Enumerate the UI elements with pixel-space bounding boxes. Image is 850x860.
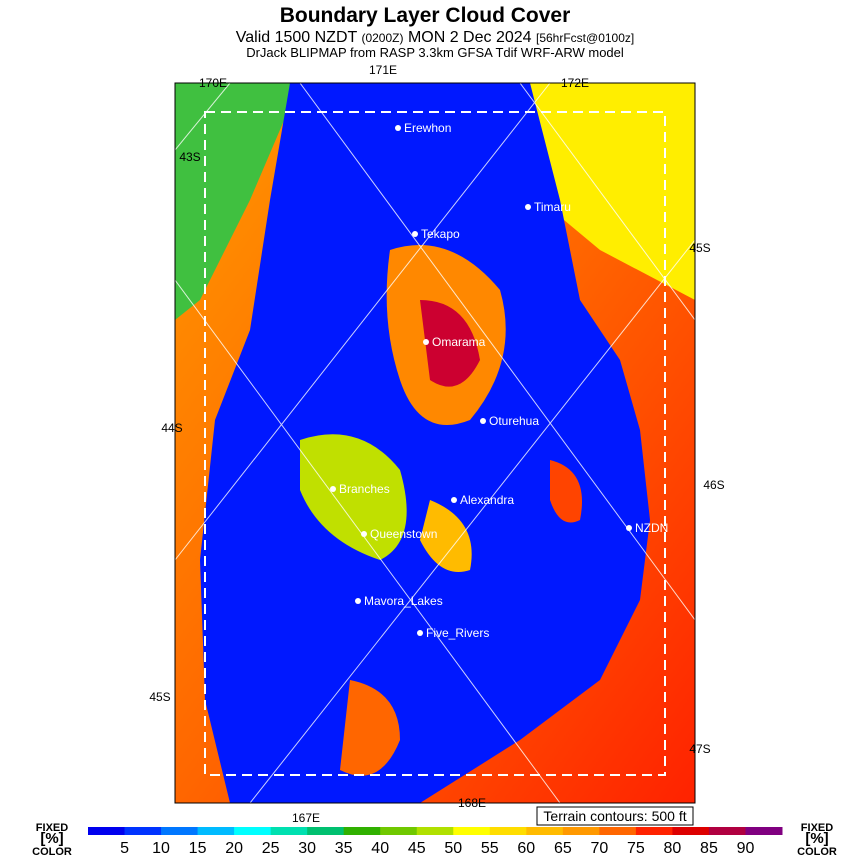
- model: DrJack BLIPMAP from RASP 3.3km GFSA Tdif…: [246, 45, 624, 60]
- color-swatch: [380, 827, 418, 835]
- place-dot: [412, 231, 418, 237]
- cloud-blob: [300, 434, 407, 560]
- color-swatch: [197, 827, 235, 835]
- color-swatch: [745, 827, 783, 835]
- place-dot: [451, 497, 457, 503]
- place-label: Oturehua: [489, 414, 539, 428]
- place-label: Branches: [339, 482, 390, 496]
- legend-label: 20: [225, 840, 243, 857]
- place-dot: [525, 204, 531, 210]
- terrain-box: [536, 806, 694, 826]
- grid-label: 46S: [703, 478, 724, 492]
- color-swatch: [489, 827, 527, 835]
- place-dot: [480, 418, 486, 424]
- place-label: Queenstown: [370, 527, 437, 541]
- place-label: Mavora_Lakes: [364, 594, 443, 608]
- color-swatch: [635, 827, 673, 835]
- place-dot: [626, 525, 632, 531]
- color-swatch: [708, 827, 746, 835]
- grid-label: 45S: [689, 241, 710, 255]
- legend-label: 35: [335, 840, 353, 857]
- color-swatch: [88, 827, 126, 835]
- place-label: Five_Rivers: [426, 626, 489, 640]
- legend-label: 85: [700, 840, 718, 857]
- map: [175, 83, 695, 803]
- legend-label: 75: [627, 840, 645, 857]
- date: MON 2 Dec 2024: [408, 29, 532, 46]
- grid-label: 47S: [689, 742, 710, 756]
- terrain-note: Terrain contours: 500 ft: [543, 808, 686, 824]
- subtitle: Valid 1500 NZDT (0200Z) MON 2 Dec 2024 […: [236, 29, 634, 46]
- zulu: (0200Z): [361, 31, 403, 45]
- legend-label: 55: [481, 840, 499, 857]
- sea-cloud: [175, 83, 300, 320]
- place-dot: [355, 598, 361, 604]
- color-swatch: [599, 827, 637, 835]
- legend-side: [%]: [805, 830, 828, 847]
- grid-label: 172E: [561, 76, 589, 90]
- sea-cloud: [520, 83, 695, 300]
- legend-label: 40: [371, 840, 389, 857]
- legend-label: 60: [517, 840, 535, 857]
- legend-label: 25: [262, 840, 280, 857]
- cloud-blob: [340, 680, 400, 776]
- domain-box: [204, 111, 666, 776]
- grid-label: 167E: [292, 811, 320, 825]
- place-dot: [417, 630, 423, 636]
- forecast: [56hrFcst@0100z]: [536, 31, 634, 45]
- legend-label: 5: [120, 840, 129, 857]
- place-dot: [330, 486, 336, 492]
- legend-label: 30: [298, 840, 316, 857]
- legend-side: COLOR: [797, 846, 837, 858]
- legend-label: 10: [152, 840, 170, 857]
- place-label: Timaru: [534, 200, 571, 214]
- color-swatch: [343, 827, 381, 835]
- place-label: Erewhon: [404, 121, 451, 135]
- title: Boundary Layer Cloud Cover: [280, 4, 571, 27]
- land: [200, 83, 650, 803]
- legend-label: 50: [444, 840, 462, 857]
- color-swatch: [672, 827, 710, 835]
- legend-label: 45: [408, 840, 426, 857]
- color-swatch: [526, 827, 564, 835]
- cloud-blob: [550, 460, 582, 523]
- legend-label: 70: [590, 840, 608, 857]
- grid-label: 44S: [161, 421, 182, 435]
- place-label: Omarama: [432, 335, 486, 349]
- legend-side: COLOR: [32, 846, 72, 858]
- color-swatch: [124, 827, 162, 835]
- legend-side: [%]: [40, 830, 63, 847]
- grid-label: 43S: [179, 150, 200, 164]
- color-swatch: [453, 827, 491, 835]
- cloud-blob: [420, 500, 472, 572]
- grid-label: 168E: [458, 796, 486, 810]
- valid: Valid 1500 NZDT: [236, 29, 358, 46]
- place-label: NZDN: [635, 521, 668, 535]
- color-swatch: [234, 827, 272, 835]
- color-swatch: [307, 827, 345, 835]
- grid-label: 170E: [199, 76, 227, 90]
- color-swatch: [270, 827, 308, 835]
- place-label: Tekapo: [421, 227, 460, 241]
- legend-label: 80: [664, 840, 682, 857]
- color-swatch: [161, 827, 199, 835]
- place-dot: [395, 125, 401, 131]
- legend-label: 90: [737, 840, 755, 857]
- grid-label: 45S: [149, 690, 170, 704]
- color-swatch: [562, 827, 600, 835]
- legend-side: FIXED: [36, 822, 68, 834]
- place-dot: [361, 531, 367, 537]
- legend-side: FIXED: [801, 822, 833, 834]
- place-dot: [423, 339, 429, 345]
- legend-label: 15: [189, 840, 207, 857]
- grid-label: 171E: [369, 63, 397, 77]
- legend-label: 65: [554, 840, 572, 857]
- map-frame: [174, 82, 696, 804]
- place-label: Alexandra: [460, 493, 514, 507]
- cloud-blob: [420, 300, 480, 387]
- color-swatch: [416, 827, 454, 835]
